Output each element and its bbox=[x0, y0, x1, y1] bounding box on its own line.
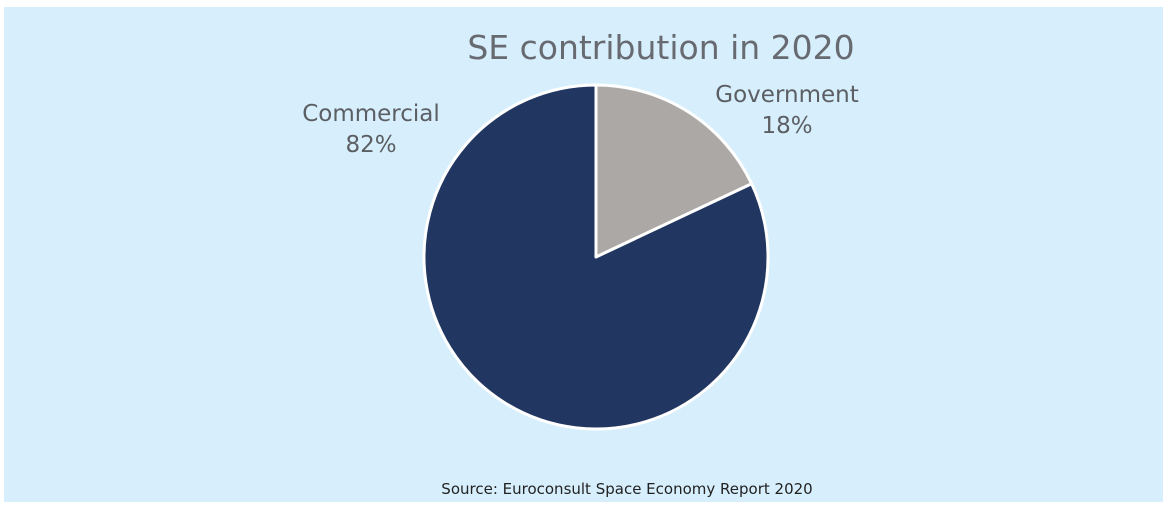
slice-value-commercial: 82% bbox=[345, 132, 396, 158]
source-note: Source: Euroconsult Space Economy Report… bbox=[441, 480, 812, 498]
pie-slice-government bbox=[594, 83, 754, 259]
pie bbox=[422, 83, 770, 431]
pie-slice-commercial bbox=[422, 83, 770, 431]
slice-label-commercial: Commercial bbox=[302, 101, 440, 127]
chart-title: SE contribution in 2020 bbox=[467, 28, 854, 67]
slice-value-government: 18% bbox=[761, 113, 812, 139]
slice-label-government: Government bbox=[715, 82, 858, 108]
